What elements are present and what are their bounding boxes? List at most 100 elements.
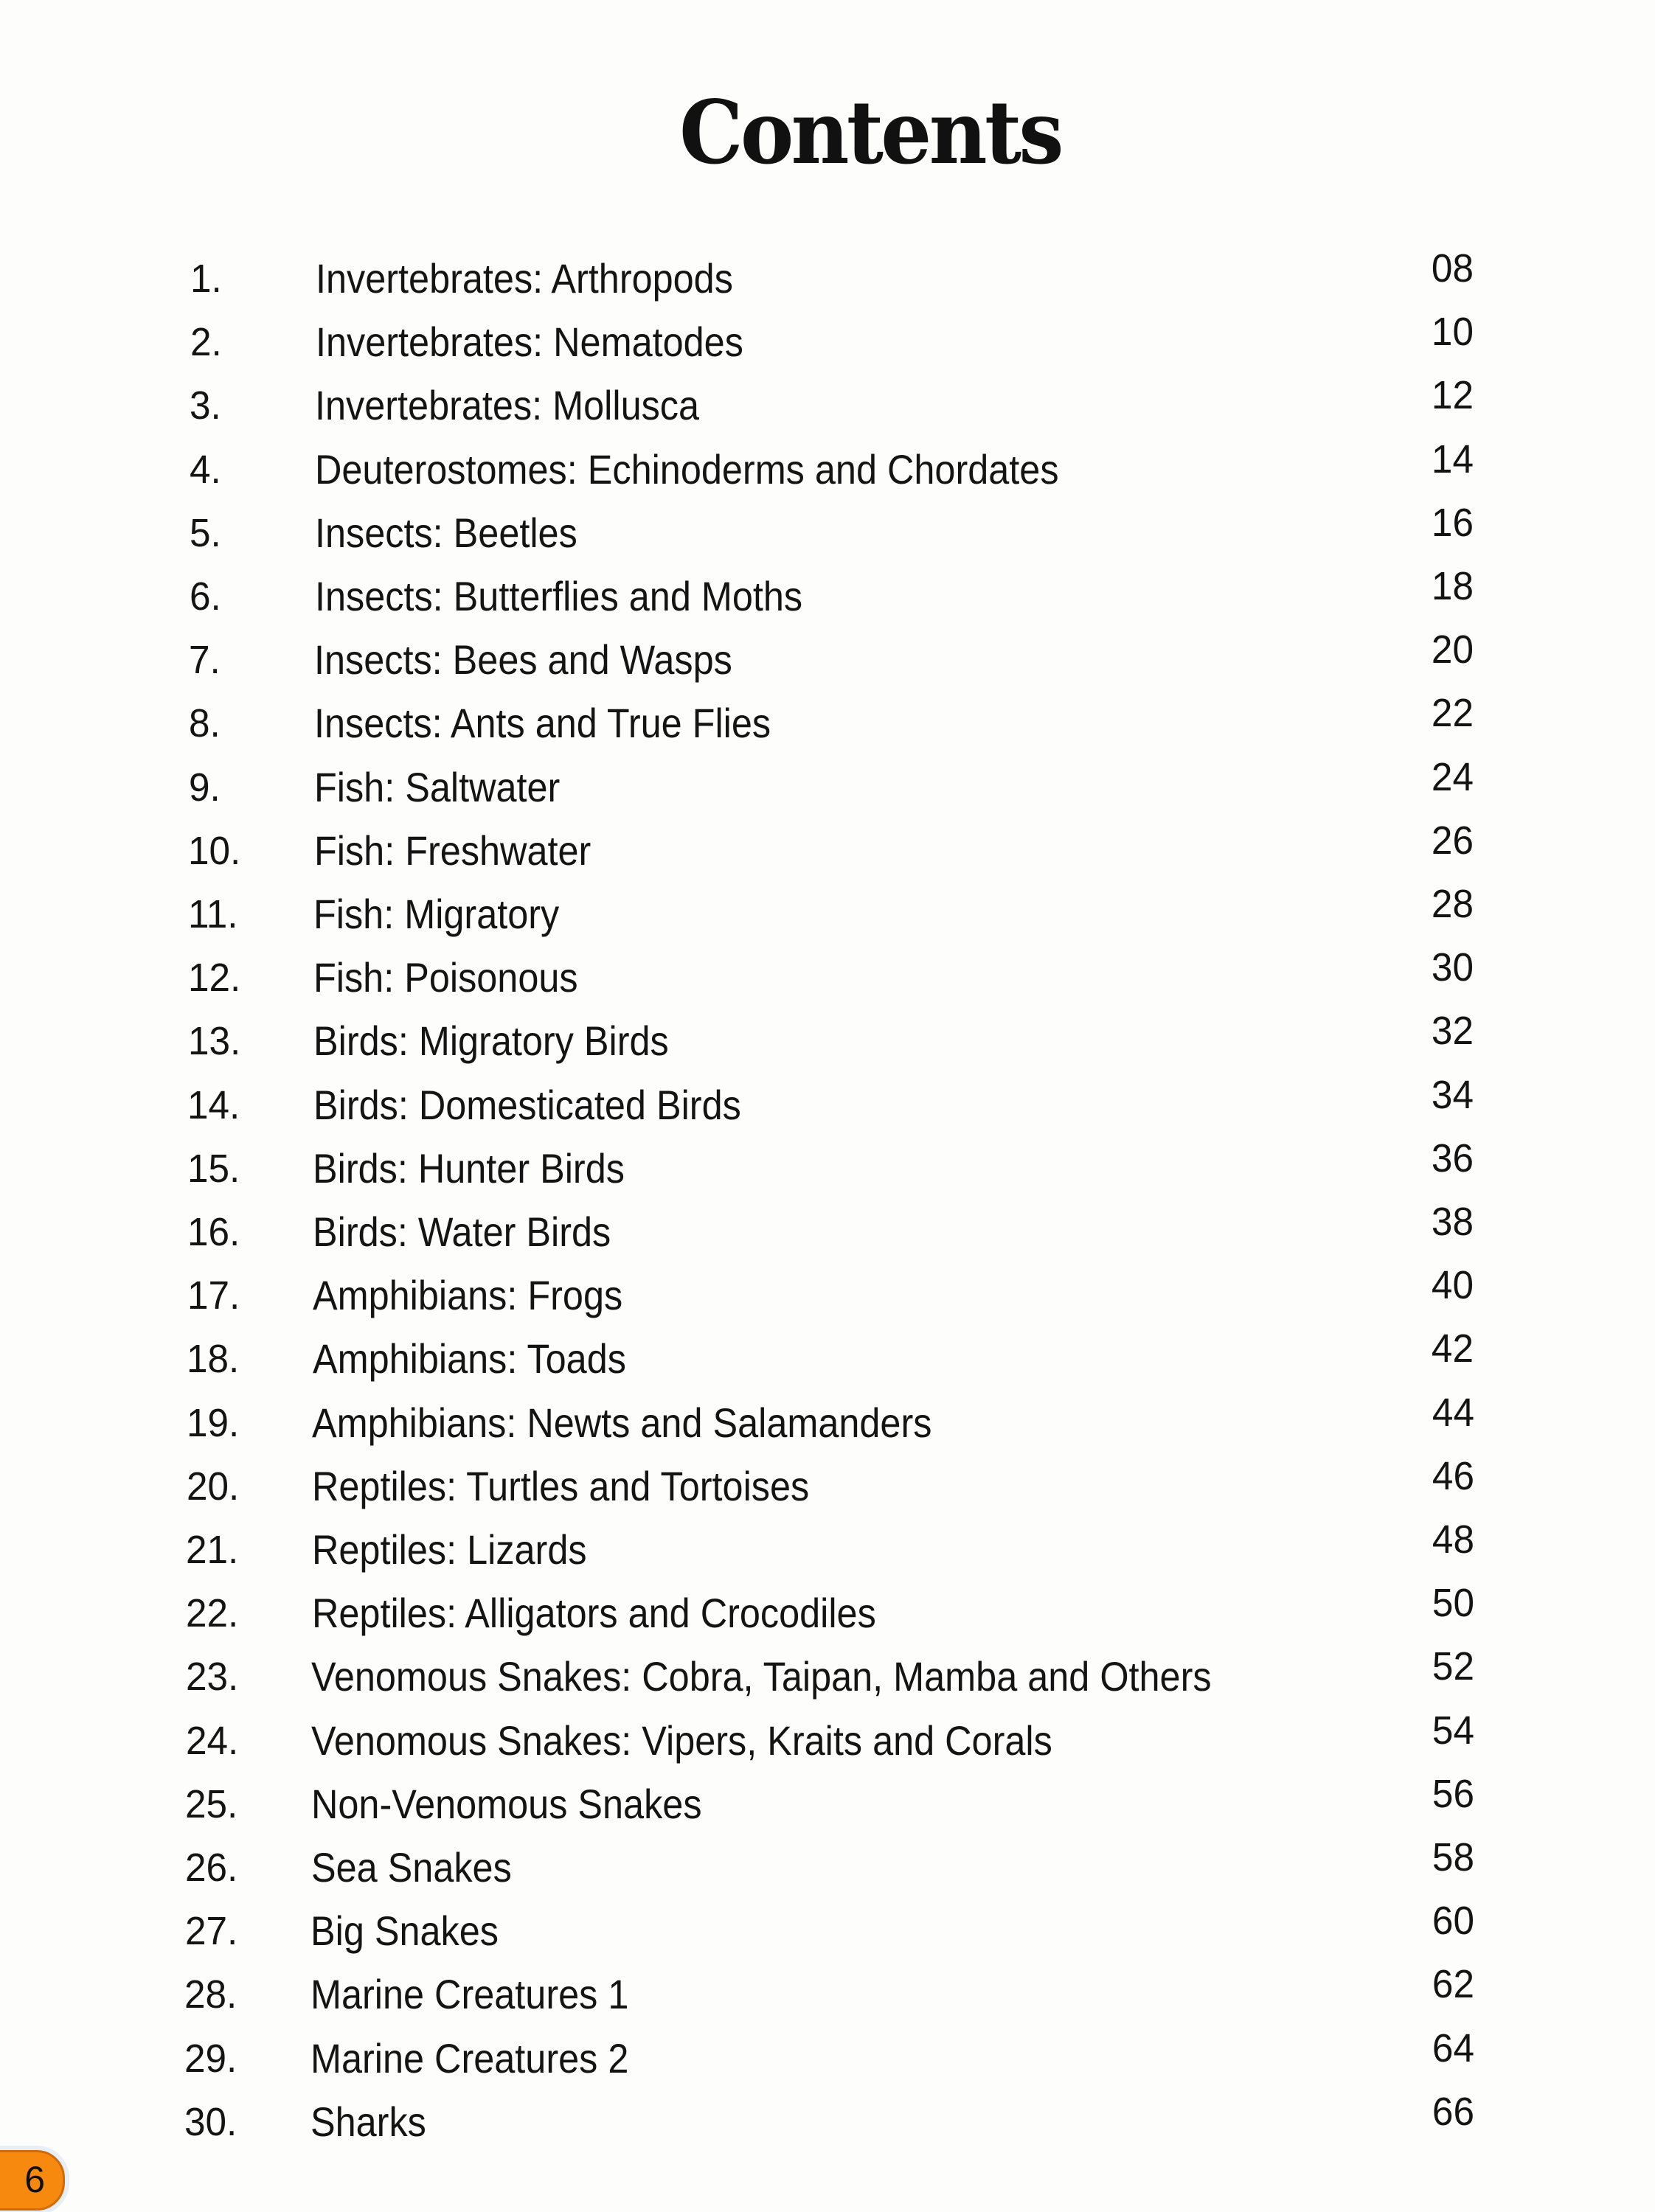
entry-page: 42 bbox=[1432, 1326, 1474, 1371]
entry-page: 58 bbox=[1432, 1835, 1474, 1879]
toc-entry: 2. Invertebrates: Nematodes 10 bbox=[0, 310, 1655, 372]
entry-title: Big Snakes bbox=[310, 1907, 499, 1955]
toc-entry: 30. Sharks 66 bbox=[0, 2090, 1655, 2152]
entry-title: Invertebrates: Nematodes bbox=[315, 319, 743, 366]
entry-number: 14. bbox=[187, 1082, 240, 1127]
entry-page: 56 bbox=[1432, 1771, 1474, 1816]
entry-number: 22. bbox=[186, 1591, 239, 1636]
toc-entry: 12. Fish: Poisonous 30 bbox=[0, 945, 1655, 1007]
entry-page: 66 bbox=[1432, 2089, 1474, 2134]
toc-entry: 3. Invertebrates: Mollusca 12 bbox=[0, 373, 1655, 435]
entry-number: 30. bbox=[184, 2099, 237, 2144]
entry-page: 30 bbox=[1432, 945, 1474, 990]
entry-title: Amphibians: Frogs bbox=[312, 1272, 623, 1319]
entry-number: 21. bbox=[186, 1528, 239, 1572]
entry-number: 19. bbox=[186, 1400, 240, 1445]
entry-number: 24. bbox=[185, 1718, 238, 1763]
entry-title: Venomous Snakes: Vipers, Kraits and Cora… bbox=[311, 1717, 1053, 1764]
entry-title: Invertebrates: Arthropods bbox=[316, 255, 733, 302]
entry-page: 22 bbox=[1432, 691, 1474, 736]
entry-number: 26. bbox=[185, 1846, 238, 1890]
entry-title: Birds: Water Birds bbox=[313, 1208, 611, 1255]
entry-number: 4. bbox=[190, 447, 221, 492]
toc-entry: 6. Insects: Butterflies and Moths 18 bbox=[0, 564, 1655, 626]
entry-title: Birds: Hunter Birds bbox=[313, 1144, 625, 1192]
entry-number: 12. bbox=[187, 956, 241, 1001]
entry-title: Fish: Freshwater bbox=[313, 827, 591, 874]
entry-page: 18 bbox=[1432, 564, 1474, 608]
entry-page: 26 bbox=[1432, 818, 1474, 863]
entry-page: 14 bbox=[1432, 437, 1474, 481]
toc-entry: 27. Big Snakes 60 bbox=[0, 1899, 1655, 1961]
toc-entry: 20. Reptiles: Turtles and Tortoises 46 bbox=[0, 1454, 1655, 1516]
entry-page: 50 bbox=[1432, 1581, 1474, 1626]
entry-number: 9. bbox=[188, 765, 221, 810]
entry-title: Insects: Ants and True Flies bbox=[314, 700, 771, 747]
entry-title: Deuterostomes: Echinoderms and Chordates bbox=[315, 445, 1059, 493]
entry-number: 7. bbox=[189, 638, 221, 683]
toc-entry: 7. Insects: Bees and Wasps 20 bbox=[0, 627, 1655, 689]
entry-page: 24 bbox=[1432, 754, 1474, 799]
entry-number: 3. bbox=[190, 383, 222, 428]
toc-entry: 29. Marine Creatures 2 64 bbox=[0, 2026, 1655, 2088]
entry-page: 12 bbox=[1431, 373, 1474, 418]
entry-title: Marine Creatures 2 bbox=[310, 2034, 629, 2081]
toc-entry: 10. Fish: Freshwater 26 bbox=[0, 818, 1655, 880]
entry-number: 2. bbox=[190, 320, 222, 365]
entry-title: Amphibians: Toads bbox=[312, 1335, 626, 1382]
entry-number: 1. bbox=[190, 257, 222, 301]
entry-title: Reptiles: Alligators and Crocodiles bbox=[311, 1590, 876, 1637]
entry-number: 8. bbox=[189, 701, 221, 746]
toc-entry: 22. Reptiles: Alligators and Crocodiles 50 bbox=[0, 1581, 1655, 1643]
entry-title: Fish: Saltwater bbox=[313, 763, 561, 810]
toc-entry: 5. Insects: Beetles 16 bbox=[0, 501, 1655, 563]
toc-entry: 8. Insects: Ants and True Flies 22 bbox=[0, 691, 1655, 753]
entry-number: 5. bbox=[189, 510, 221, 555]
entry-page: 54 bbox=[1432, 1708, 1474, 1753]
entry-title: Insects: Butterflies and Moths bbox=[314, 573, 802, 619]
entry-title: Fish: Migratory bbox=[313, 891, 560, 937]
toc-entry: 1. Invertebrates: Arthropods 08 bbox=[0, 246, 1655, 308]
entry-number: 18. bbox=[187, 1337, 240, 1382]
entry-number: 10. bbox=[188, 828, 241, 873]
toc-entry: 4. Deuterostomes: Echinoderms and Chordat… bbox=[0, 437, 1655, 499]
entry-page: 10 bbox=[1431, 310, 1474, 355]
toc-entry: 23. Venomous Snakes: Cobra, Taipan, Mamba… bbox=[0, 1644, 1655, 1706]
entry-number: 11. bbox=[188, 892, 238, 936]
entry-number: 13. bbox=[187, 1019, 240, 1064]
entry-title: Non-Venomous Snakes bbox=[310, 1780, 702, 1827]
entry-title: Invertebrates: Mollusca bbox=[315, 382, 700, 429]
entry-number: 28. bbox=[184, 1972, 237, 2017]
entry-number: 16. bbox=[187, 1210, 240, 1254]
entry-title: Insects: Beetles bbox=[314, 509, 577, 556]
toc-entry: 21. Reptiles: Lizards 48 bbox=[0, 1517, 1655, 1579]
toc-entry: 24. Venomous Snakes: Vipers, Kraits and C… bbox=[0, 1708, 1655, 1770]
entry-number: 17. bbox=[187, 1273, 240, 1318]
toc-entry: 25. Non-Venomous Snakes 56 bbox=[0, 1772, 1655, 1834]
toc-entry: 17. Amphibians: Frogs 40 bbox=[0, 1263, 1655, 1325]
entry-page: 20 bbox=[1432, 627, 1474, 672]
entry-title: Sharks bbox=[310, 2098, 426, 2145]
entry-page: 08 bbox=[1431, 246, 1474, 291]
entry-title: Birds: Domesticated Birds bbox=[313, 1081, 741, 1128]
entry-number: 6. bbox=[189, 574, 221, 619]
toc-entry: 15. Birds: Hunter Birds 36 bbox=[0, 1136, 1655, 1198]
entry-page: 38 bbox=[1432, 1200, 1474, 1244]
toc-entry: 11. Fish: Migratory 28 bbox=[0, 882, 1655, 944]
entry-page: 34 bbox=[1432, 1072, 1474, 1117]
entry-number: 20. bbox=[186, 1464, 239, 1509]
entry-number: 23. bbox=[185, 1655, 239, 1700]
entry-title: Reptiles: Lizards bbox=[311, 1526, 587, 1573]
toc-entry: 9. Fish: Saltwater 24 bbox=[0, 755, 1655, 817]
entry-page: 52 bbox=[1432, 1644, 1474, 1689]
toc-entry: 16. Birds: Water Birds 38 bbox=[0, 1200, 1655, 1262]
entry-title: Fish: Poisonous bbox=[313, 954, 578, 1001]
page-number: 6 bbox=[24, 2159, 45, 2200]
entry-number: 27. bbox=[184, 1909, 238, 1954]
entry-number: 25. bbox=[185, 1781, 238, 1826]
toc-entry: 18. Amphibians: Toads 42 bbox=[0, 1326, 1655, 1388]
page-title: Contents bbox=[679, 81, 1064, 184]
entry-title: Sea Snakes bbox=[310, 1844, 512, 1891]
toc-entry: 28. Marine Creatures 1 62 bbox=[0, 1962, 1655, 2024]
entry-number: 29. bbox=[184, 2036, 237, 2081]
